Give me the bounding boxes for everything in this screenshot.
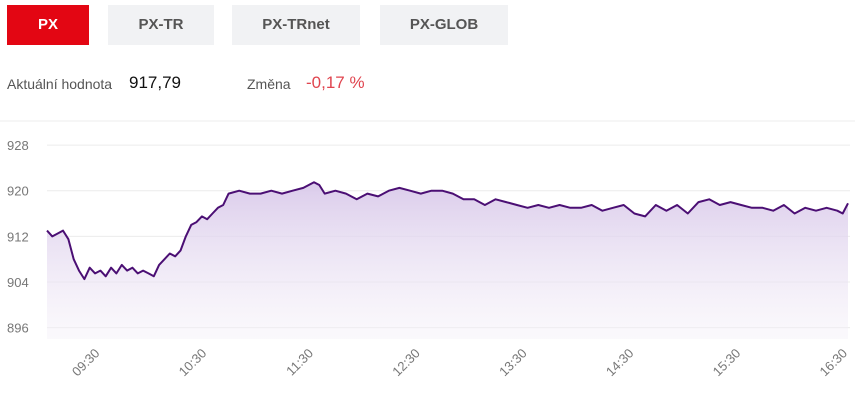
price-area [47, 182, 848, 339]
y-tick-label: 912 [7, 229, 29, 244]
price-line [46, 181, 849, 281]
tab-px-glob[interactable]: PX-GLOB [380, 5, 508, 45]
x-tick-label: 14:30 [603, 346, 637, 380]
x-tick-label: 15:30 [710, 346, 744, 380]
tab-px-trnet[interactable]: PX-TRnet [232, 5, 360, 45]
current-value: 917,79 [129, 73, 181, 92]
x-tick-label: 11:30 [283, 346, 316, 379]
y-tick-label: 920 [7, 184, 29, 199]
x-tick-label: 16:30 [817, 346, 851, 380]
y-tick-label: 928 [7, 138, 29, 153]
tab-px-tr[interactable]: PX-TR [108, 5, 214, 45]
x-axis-labels: 09:30 10:30 11:30 12:30 13:30 14:30 15:30 16:30 [69, 346, 850, 380]
y-tick-label: 904 [7, 275, 29, 290]
y-axis-labels: 896 904 912 920 928 [7, 138, 29, 335]
tab-px[interactable]: PX [7, 5, 89, 45]
x-tick-label: 09:30 [69, 346, 103, 380]
x-tick-label: 12:30 [389, 346, 423, 380]
y-tick-label: 896 [7, 321, 29, 336]
current-value-label: Aktuální hodnota [7, 76, 113, 92]
x-tick-label: 10:30 [176, 346, 210, 380]
change-label: Změna [247, 76, 291, 92]
price-chart: 896 904 912 920 928 09:30 10:30 11:30 12:30 13:3… [0, 120, 855, 380]
x-tick-label: 13:30 [496, 346, 530, 380]
change-value: -0,17 % [306, 73, 365, 92]
